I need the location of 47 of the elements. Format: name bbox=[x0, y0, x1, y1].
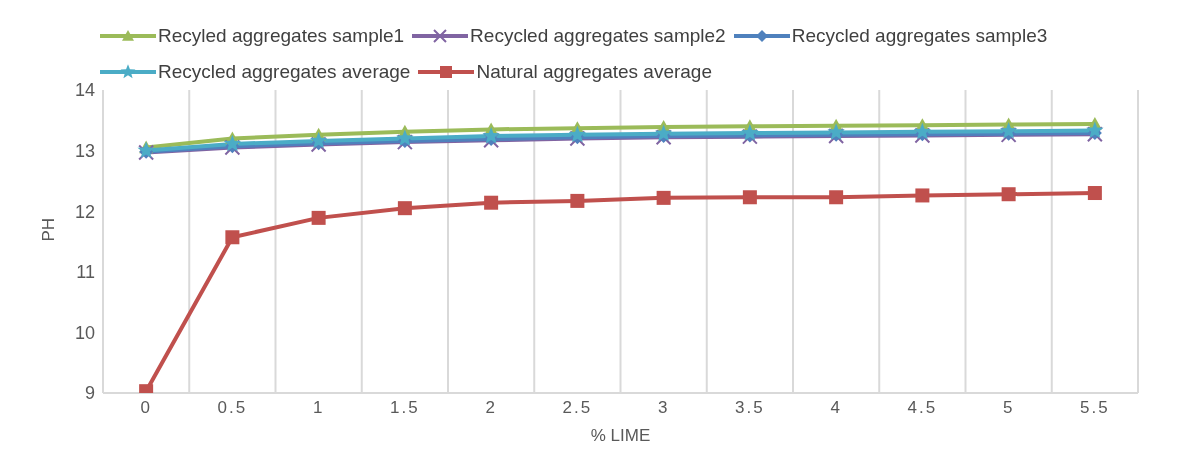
legend-label: Recycled aggregates sample2 bbox=[470, 25, 726, 47]
point bbox=[656, 190, 671, 205]
point bbox=[1001, 187, 1016, 202]
y-tick-label: 10 bbox=[74, 322, 95, 343]
y-tick-label: 11 bbox=[76, 262, 95, 283]
x-tick-label: 4.5 bbox=[907, 398, 938, 418]
x-tick-label: 3 bbox=[657, 398, 670, 418]
legend-label: Recycled aggregates average bbox=[158, 61, 411, 83]
legend-label: Recyled aggregates sample1 bbox=[158, 25, 405, 47]
legend-label: Natural aggregates average bbox=[476, 61, 712, 83]
point bbox=[309, 131, 328, 149]
point bbox=[311, 210, 326, 225]
x-tick-label: 5 bbox=[1002, 398, 1015, 418]
y-tick-label: 14 bbox=[74, 80, 95, 101]
x-tick-label: 1 bbox=[312, 398, 325, 418]
point bbox=[484, 195, 499, 210]
point bbox=[568, 125, 587, 143]
y-tick-label: 9 bbox=[84, 383, 95, 404]
point bbox=[570, 193, 585, 208]
legend-label: Recycled aggregates sample3 bbox=[791, 25, 1048, 47]
y-axis-title: PH bbox=[39, 217, 59, 242]
point bbox=[397, 201, 412, 216]
x-tick-label: 2 bbox=[485, 398, 497, 418]
point bbox=[827, 123, 845, 140]
x-tick-label: 3.5 bbox=[735, 398, 765, 418]
y-tick-label: 13 bbox=[74, 140, 95, 161]
point bbox=[223, 134, 242, 152]
point bbox=[1087, 186, 1102, 201]
point bbox=[829, 190, 844, 205]
point bbox=[742, 190, 757, 205]
x-tick-label: 2.5 bbox=[562, 398, 593, 418]
point bbox=[225, 230, 240, 245]
point bbox=[1086, 121, 1104, 138]
x-tick-label: 1.5 bbox=[390, 398, 420, 418]
point bbox=[396, 129, 414, 146]
point bbox=[741, 123, 759, 141]
x-tick-label: 4 bbox=[830, 398, 842, 418]
point bbox=[482, 126, 500, 144]
x-axis-title: % LIME bbox=[590, 426, 651, 445]
point bbox=[915, 188, 930, 203]
point bbox=[913, 122, 932, 140]
x-tick-label: 0.5 bbox=[217, 398, 248, 418]
point bbox=[654, 124, 673, 141]
y-tick-label: 12 bbox=[74, 201, 95, 222]
x-tick-label: 5.5 bbox=[1080, 398, 1110, 418]
point bbox=[999, 122, 1018, 139]
x-tick-label: 0 bbox=[140, 398, 152, 418]
